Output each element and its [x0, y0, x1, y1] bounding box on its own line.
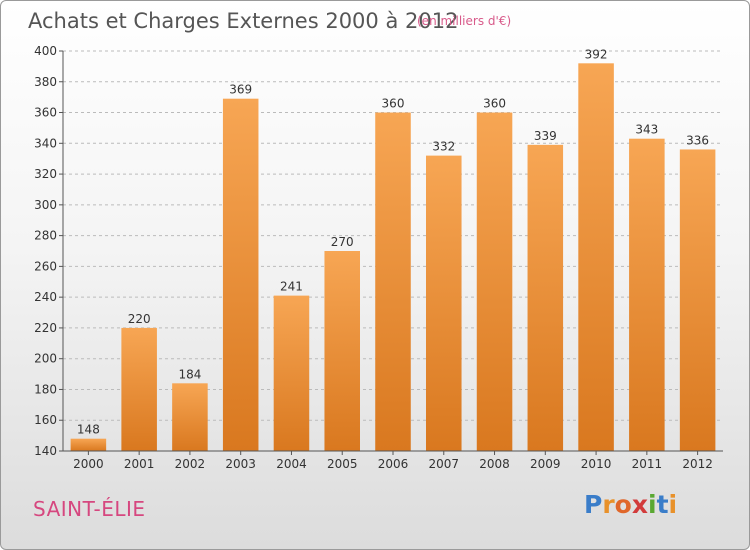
bar — [70, 438, 107, 451]
bar-value-label: 220 — [128, 312, 151, 326]
bar — [527, 144, 564, 451]
bar-value-label: 343 — [635, 123, 658, 137]
x-tick-label: 2000 — [73, 457, 104, 471]
chart-title: Achats et Charges Externes 2000 à 2012 — [28, 9, 459, 33]
bar — [324, 251, 360, 451]
y-tick-label: 340 — [34, 136, 57, 150]
y-tick-label: 160 — [34, 413, 57, 427]
y-tick-label: 140 — [34, 444, 57, 458]
bar-value-label: 360 — [382, 97, 405, 111]
bar-value-label: 184 — [178, 367, 201, 381]
x-tick-label: 2006 — [378, 457, 409, 471]
x-tick-label: 2012 — [682, 457, 713, 471]
y-tick-label: 320 — [34, 167, 57, 181]
bar — [629, 138, 665, 451]
y-tick-label: 200 — [34, 352, 57, 366]
logo-letter: x — [631, 490, 648, 519]
x-tick-label: 2005 — [327, 457, 358, 471]
bar — [679, 149, 716, 451]
y-tick-label: 180 — [34, 382, 57, 396]
y-tick-label: 300 — [34, 198, 57, 212]
x-tick-label: 2002 — [175, 457, 206, 471]
proxiti-logo[interactable]: Proxiti — [584, 490, 677, 519]
logo-letter: i — [648, 490, 657, 519]
bar — [273, 295, 310, 451]
commune-name: SAINT-ÉLIE — [33, 497, 146, 521]
logo-letter: t — [656, 490, 669, 519]
bar-value-label: 336 — [686, 133, 709, 147]
x-tick-label: 2007 — [428, 457, 459, 471]
y-tick-label: 280 — [34, 229, 57, 243]
x-tick-label: 2001 — [124, 457, 155, 471]
bar — [222, 98, 259, 451]
bars — [70, 63, 716, 452]
logo-letter: i — [668, 490, 678, 519]
x-tick-label: 2003 — [225, 457, 256, 471]
x-tick-label: 2008 — [479, 457, 510, 471]
bar-value-label: 270 — [331, 235, 354, 249]
x-tick-label: 2009 — [530, 457, 561, 471]
logo-letter: o — [614, 490, 632, 519]
bar — [172, 383, 208, 451]
bar-value-label: 148 — [77, 423, 100, 437]
axes — [59, 50, 723, 455]
logo-letter: P — [584, 490, 603, 519]
x-tick-label: 2011 — [632, 457, 663, 471]
bar-value-label: 360 — [483, 97, 506, 111]
bar — [121, 327, 157, 451]
x-tick-label: 2010 — [581, 457, 612, 471]
y-tick-label: 400 — [34, 44, 57, 58]
bar — [578, 63, 614, 452]
y-tick-label: 380 — [34, 75, 57, 89]
y-tick-label: 220 — [34, 321, 57, 335]
logo-letter: r — [602, 490, 615, 519]
bar — [476, 112, 513, 452]
bar-value-label: 339 — [534, 129, 557, 143]
chart-subtitle: (en milliers d'€) — [417, 14, 512, 28]
y-tick-label: 260 — [34, 259, 57, 273]
bar-value-label: 332 — [432, 140, 455, 154]
bar — [426, 155, 462, 451]
x-tick-label: 2004 — [276, 457, 307, 471]
bar-value-label: 392 — [585, 47, 608, 61]
bar — [375, 112, 411, 452]
tick-labels: 140 160 180 200 220 240 260 280 300 320 340 360 380 4… — [34, 44, 713, 471]
bar-value-label: 241 — [280, 280, 303, 294]
y-tick-label: 360 — [34, 106, 57, 120]
bar-value-label: 369 — [229, 83, 252, 97]
y-tick-label: 240 — [34, 290, 57, 304]
